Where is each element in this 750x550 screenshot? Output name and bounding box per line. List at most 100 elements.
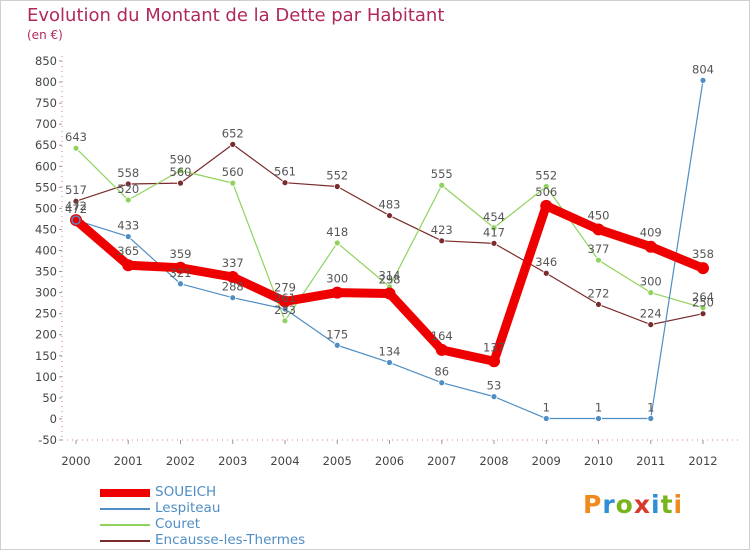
logo-letter: r [602, 490, 616, 519]
x-tick-label: 2005 [323, 454, 352, 468]
data-point [229, 179, 237, 187]
data-label: 558 [117, 166, 139, 180]
data-point [542, 269, 550, 277]
data-point [592, 223, 605, 236]
data-point [174, 261, 187, 274]
data-label: 472 [65, 199, 87, 213]
data-point [331, 286, 344, 299]
data-point [595, 256, 602, 264]
data-point [122, 259, 135, 272]
data-point [124, 180, 132, 188]
data-label: 450 [588, 208, 610, 222]
data-point [124, 196, 132, 204]
data-point [490, 224, 498, 232]
data-label: 134 [379, 345, 401, 359]
data-label: 590 [170, 152, 192, 166]
data-label: 552 [326, 168, 348, 182]
data-label: 175 [326, 327, 348, 341]
y-tick-label: 500 [35, 201, 57, 215]
data-label: 1 [647, 401, 654, 415]
data-label: 86 [434, 365, 449, 379]
data-point [177, 167, 184, 174]
data-label: 264 [692, 290, 714, 304]
data-label: 250 [692, 296, 714, 310]
proxiti-logo: Proxiti [583, 490, 683, 519]
data-label: 359 [170, 247, 192, 261]
data-label: 137 [483, 340, 505, 354]
data-point [540, 199, 553, 212]
data-point [229, 294, 237, 302]
data-label: 1 [595, 401, 602, 415]
data-label: 321 [170, 266, 192, 280]
data-label: 358 [692, 247, 714, 261]
data-label: 423 [431, 223, 453, 237]
data-point [542, 415, 550, 422]
series-encausse-les-thermes [72, 140, 707, 329]
data-label: 288 [222, 280, 244, 294]
series-couret [72, 144, 707, 325]
data-label: 224 [640, 307, 662, 321]
data-label: 300 [640, 275, 662, 289]
legend-swatch [100, 508, 150, 510]
data-point [542, 183, 550, 190]
series-soueich [70, 199, 709, 368]
data-label: 417 [483, 225, 505, 239]
data-label: 643 [65, 130, 87, 144]
data-label: 279 [274, 280, 296, 294]
x-tick-label: 2007 [427, 454, 456, 468]
y-tick-label: 250 [35, 307, 57, 321]
y-tick-label: 350 [35, 265, 57, 279]
y-tick-label: -50 [38, 433, 57, 447]
data-point [386, 212, 393, 219]
x-tick-label: 2006 [375, 454, 404, 468]
data-point [490, 239, 498, 247]
data-point [279, 295, 291, 308]
data-label: 472 [65, 202, 87, 216]
data-point [333, 183, 341, 190]
x-tick-label: 2008 [479, 454, 508, 468]
y-tick-label: 550 [35, 180, 57, 194]
data-label: 409 [640, 226, 662, 240]
series-lespiteau [72, 76, 707, 422]
data-point [281, 317, 289, 325]
y-tick-label: 100 [35, 370, 57, 384]
data-label: 652 [222, 126, 244, 140]
data-label: 365 [117, 244, 139, 258]
data-point [226, 271, 239, 284]
logo-letter: i [673, 490, 684, 519]
x-tick-label: 2003 [218, 454, 247, 468]
data-point [490, 393, 498, 401]
data-point [699, 76, 707, 84]
chart-title: Evolution du Montant de la Dette par Hab… [27, 5, 445, 26]
data-point [72, 197, 80, 205]
data-point [333, 239, 341, 247]
logo-letter: t [660, 490, 674, 519]
data-label: 483 [379, 198, 401, 212]
y-tick-label: 750 [35, 96, 57, 110]
data-point [438, 181, 446, 189]
data-point [595, 301, 602, 308]
x-tick-label: 2011 [636, 454, 665, 468]
y-tick-label: 300 [35, 286, 57, 300]
data-point [229, 140, 237, 148]
data-point [647, 321, 655, 329]
data-label: 560 [222, 165, 244, 179]
y-tick-label: 150 [35, 349, 57, 363]
x-tick-label: 2004 [270, 454, 299, 468]
logo-letter: o [615, 490, 634, 519]
data-label: 346 [535, 255, 557, 269]
x-tick-label: 2012 [688, 454, 717, 468]
x-tick-label: 2000 [61, 454, 90, 468]
legend-label: Encausse-les-Thermes [155, 532, 306, 548]
data-label: 337 [222, 256, 244, 270]
data-point [72, 144, 80, 152]
y-tick-label: 600 [35, 159, 57, 173]
data-point [177, 179, 184, 187]
y-tick-label: 0 [50, 412, 57, 426]
data-point [333, 341, 341, 349]
data-label: 517 [65, 183, 87, 197]
data-label: 314 [379, 269, 401, 283]
data-point [438, 379, 446, 387]
legend-swatch [100, 524, 150, 526]
